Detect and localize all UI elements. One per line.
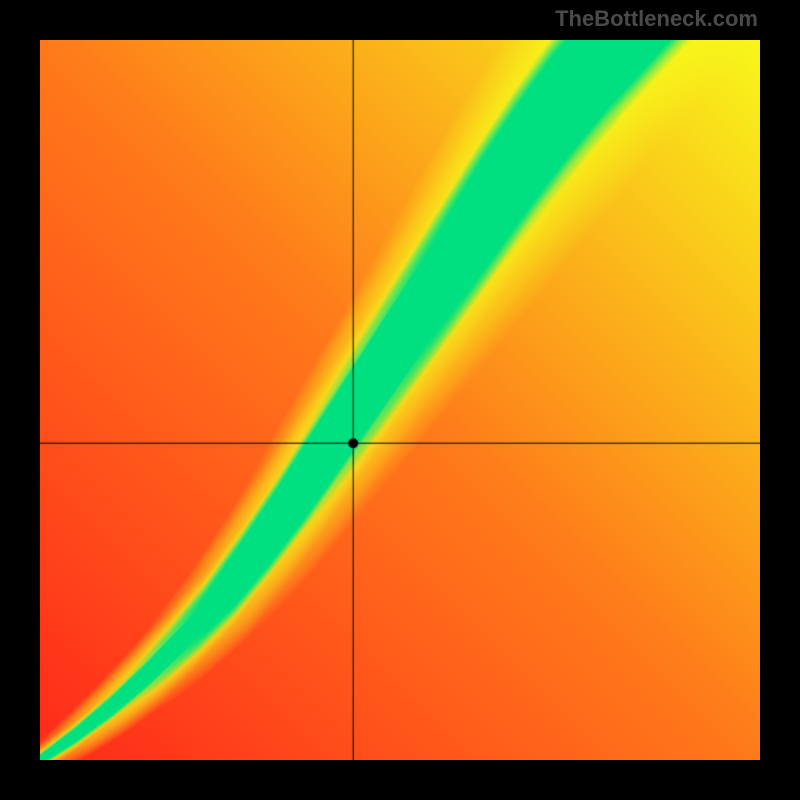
watermark-label: TheBottleneck.com [555, 6, 758, 32]
heatmap-canvas [40, 40, 760, 760]
bottleneck-heatmap [40, 40, 760, 760]
